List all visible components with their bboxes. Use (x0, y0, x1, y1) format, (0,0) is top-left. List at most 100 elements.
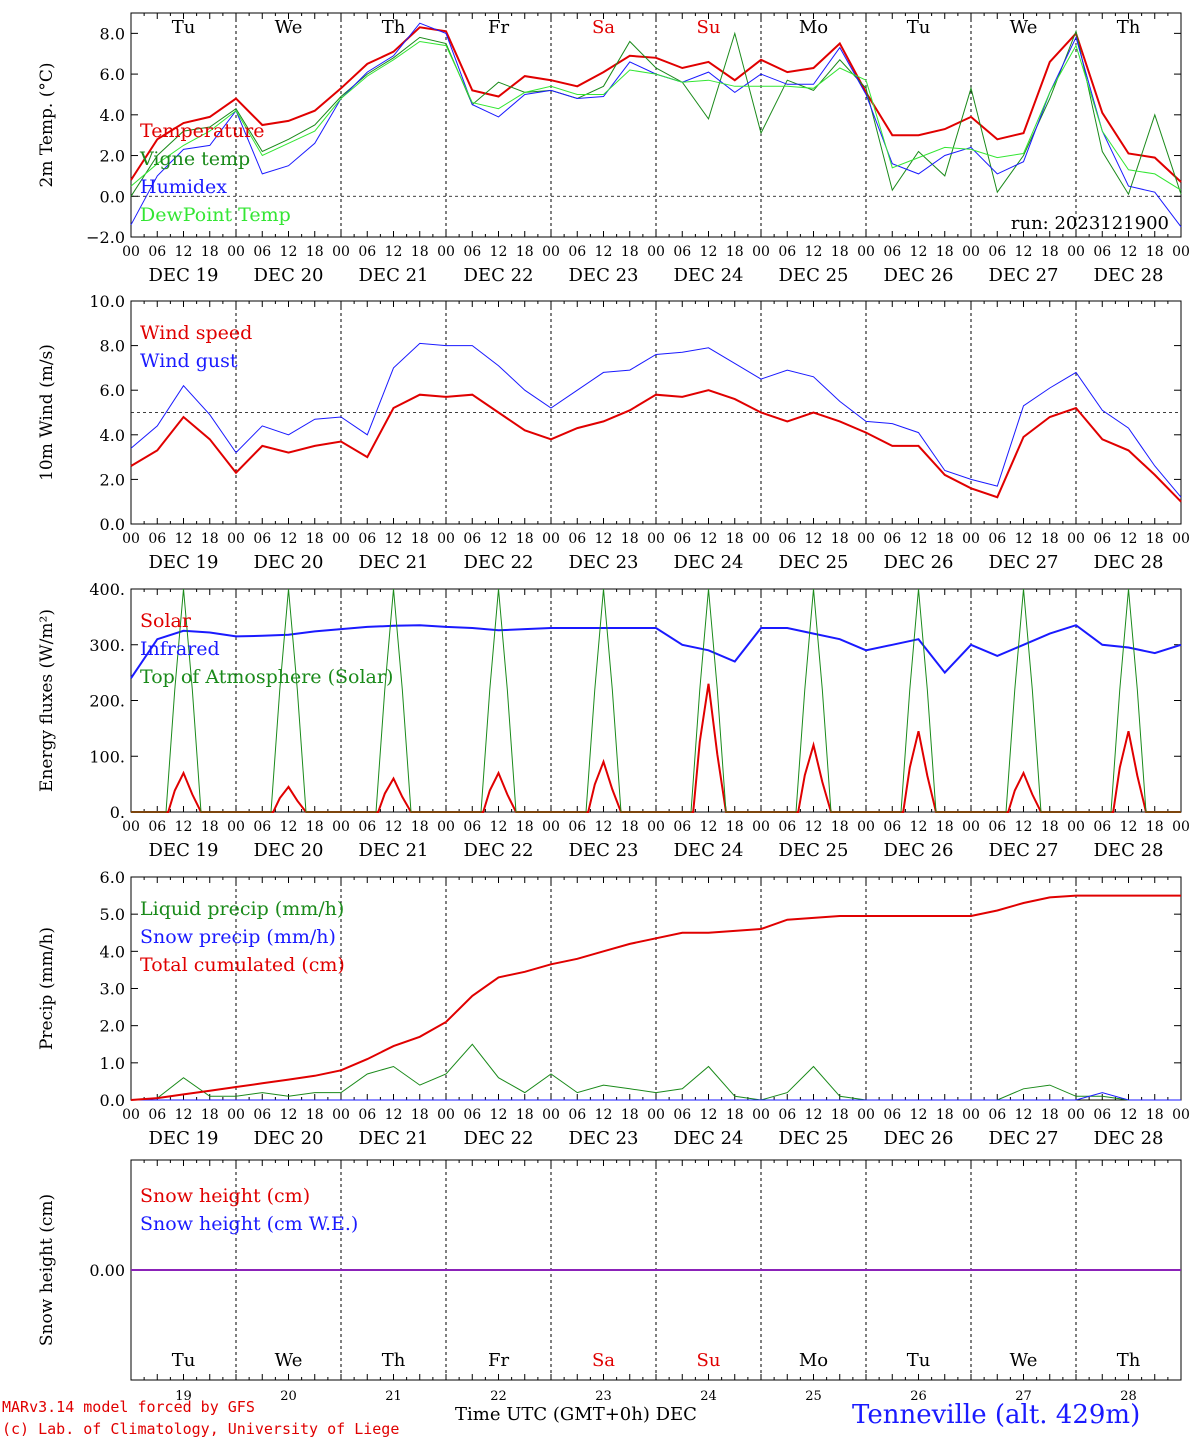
x-hour-label: 06 (148, 531, 166, 547)
x-hour-label: 00 (437, 244, 455, 260)
x-hour-label: 06 (673, 244, 691, 260)
x-hour-label: 00 (122, 244, 140, 260)
x-hour-label: 00 (227, 819, 245, 835)
weekday-label: Su (697, 17, 721, 38)
x-hour-label: 06 (1093, 819, 1111, 835)
weekday-label: Sa (592, 17, 615, 38)
weekday-label: Sa (592, 1350, 615, 1371)
weekday-label: Fr (488, 1350, 509, 1371)
x-day-label: DEC 28 (1094, 840, 1164, 861)
y-axis-label: 2m Temp. (°C) (37, 62, 57, 187)
x-hour-label: 18 (936, 531, 954, 547)
x-hour-label: 06 (673, 1107, 691, 1123)
x-hour-label: 12 (175, 531, 193, 547)
series-line-wind-speed (130, 389, 1182, 503)
x-hour-label: 00 (332, 531, 350, 547)
x-hour-label: 00 (542, 1107, 560, 1123)
x-day-label: DEC 21 (359, 265, 429, 286)
x-hour-label: 18 (726, 1107, 744, 1123)
x-hour-label: 18 (936, 1107, 954, 1123)
plot-frame-3 (130, 588, 1182, 813)
weekday-label: We (275, 1350, 303, 1371)
x-hour-label: 00 (647, 531, 665, 547)
weekday-label: Th (382, 1350, 406, 1371)
day-number-label: 27 (1015, 1389, 1032, 1404)
day-number-label: 21 (385, 1389, 402, 1404)
x-hour-label: 12 (1015, 819, 1033, 835)
x-day-label: DEC 24 (674, 552, 744, 573)
x-day-label: DEC 19 (149, 265, 219, 286)
x-hour-label: 12 (805, 531, 823, 547)
y-tick-label: 6.0 (100, 381, 125, 400)
weekday-label: Fr (488, 17, 509, 38)
y-tick-label: 0.0 (100, 1091, 125, 1110)
series-line-dewpoint-temp (130, 40, 1182, 191)
x-hour-label: 00 (122, 531, 140, 547)
x-hour-label: 18 (201, 1107, 219, 1123)
x-day-label: DEC 23 (569, 1128, 639, 1149)
weekday-label: Th (1117, 17, 1141, 38)
x-hour-label: 00 (1067, 244, 1085, 260)
x-hour-label: 06 (358, 531, 376, 547)
legend-temperature: Temperature (140, 120, 264, 142)
x-day-label: DEC 25 (779, 552, 849, 573)
weekday-label: Tu (907, 17, 931, 38)
legend-top-of-atmosphere-solar: Top of Atmosphere (Solar) (140, 666, 393, 688)
x-hour-label: 06 (778, 819, 796, 835)
x-hour-label: 12 (385, 819, 403, 835)
x-hour-label: 00 (647, 819, 665, 835)
x-day-label: DEC 19 (149, 1128, 219, 1149)
x-hour-label: 00 (122, 1107, 140, 1123)
x-hour-label: 06 (1093, 531, 1111, 547)
x-hour-label: 18 (621, 244, 639, 260)
y-tick-label: 8.0 (100, 24, 125, 43)
x-hour-label: 06 (358, 1107, 376, 1123)
x-hour-label: 12 (1015, 1107, 1033, 1123)
x-hour-label: 12 (910, 1107, 928, 1123)
x-day-label: DEC 21 (359, 840, 429, 861)
x-hour-label: 06 (1093, 1107, 1111, 1123)
day-number-label: 26 (910, 1389, 927, 1404)
x-hour-label: 00 (1172, 244, 1190, 260)
y-tick-label: 4.0 (100, 942, 125, 961)
x-hour-label: 00 (227, 1107, 245, 1123)
x-hour-label: 06 (988, 819, 1006, 835)
x-hour-label: 12 (280, 1107, 298, 1123)
x-day-label: DEC 22 (464, 552, 534, 573)
x-hour-label: 18 (1146, 1107, 1164, 1123)
x-day-label: DEC 20 (254, 840, 324, 861)
x-hour-label: 00 (962, 1107, 980, 1123)
day-number-label: 24 (700, 1389, 717, 1404)
x-hour-label: 18 (411, 1107, 429, 1123)
legend-snow-height-cm-w-e: Snow height (cm W.E.) (140, 1213, 358, 1235)
x-hour-label: 06 (883, 1107, 901, 1123)
x-hour-label: 12 (910, 531, 928, 547)
y-tick-label: 0. (110, 803, 125, 822)
x-hour-label: 18 (831, 531, 849, 547)
x-hour-label: 00 (857, 819, 875, 835)
x-hour-label: 18 (1041, 244, 1059, 260)
legend-solar: Solar (140, 610, 192, 632)
x-day-label: DEC 22 (464, 1128, 534, 1149)
series-line-vigne-temp (130, 29, 1182, 197)
x-hour-label: 00 (647, 244, 665, 260)
x-day-label: DEC 26 (884, 265, 954, 286)
weekday-label: Mo (799, 1350, 828, 1371)
x-hour-label: 12 (175, 244, 193, 260)
x-day-label: DEC 22 (464, 840, 534, 861)
y-tick-label: 400. (89, 580, 125, 599)
x-hour-label: 12 (280, 244, 298, 260)
x-day-label: DEC 26 (884, 840, 954, 861)
weekday-label: Mo (799, 17, 828, 38)
x-day-label: DEC 23 (569, 265, 639, 286)
x-hour-label: 00 (857, 244, 875, 260)
x-hour-label: 18 (831, 244, 849, 260)
x-day-label: DEC 26 (884, 1128, 954, 1149)
x-day-label: DEC 23 (569, 552, 639, 573)
weekday-label: We (1010, 1350, 1038, 1371)
weekday-label: Tu (907, 1350, 931, 1371)
day-number-label: 28 (1120, 1389, 1137, 1404)
station-name: Tenneville (alt. 429m) (852, 1400, 1141, 1430)
time-axis-title: Time UTC (GMT+0h) DEC (455, 1404, 697, 1425)
x-day-label: DEC 20 (254, 1128, 324, 1149)
